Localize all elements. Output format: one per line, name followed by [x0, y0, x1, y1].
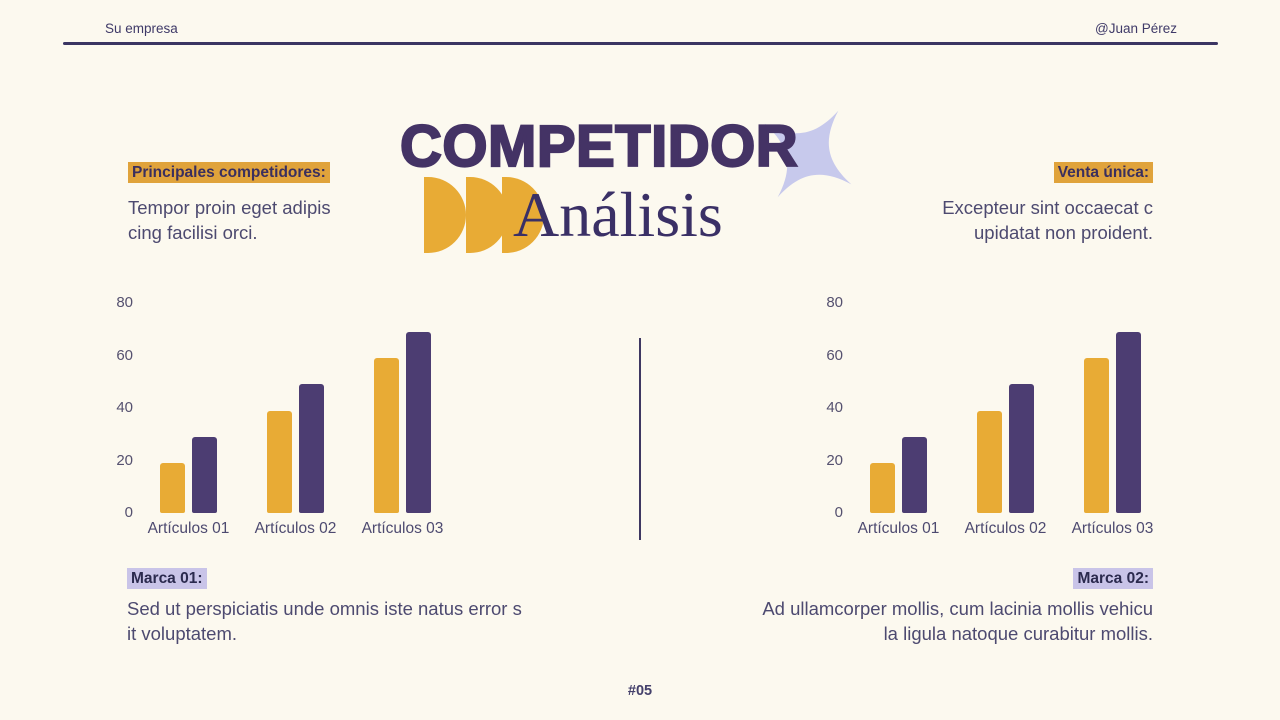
y-axis-tick: 20 — [826, 451, 843, 469]
y-axis-tick: 60 — [116, 346, 133, 364]
top-left-block: Principales competidores: Tempor proin e… — [128, 162, 458, 245]
vertical-divider — [639, 338, 641, 540]
bottom-right-label: Marca 02: — [1073, 568, 1153, 589]
header-rule — [63, 42, 1218, 45]
category-label: Artículos 02 — [964, 520, 1047, 537]
bar-serie-morada — [902, 436, 927, 513]
category-label: Artículos 01 — [857, 520, 940, 537]
top-left-label: Principales competidores: — [128, 162, 330, 183]
y-axis-tick: 40 — [116, 399, 133, 416]
x-axis-labels: Artículos 01 Artículos 02 Artículos 03 — [148, 520, 470, 540]
bar-serie-amarilla — [977, 410, 1002, 513]
company-name: Su empresa — [105, 21, 178, 36]
bar-chart-right: 0 20 40 60 80 Artículos 01 Artículos 02 Artícu… — [805, 292, 1180, 552]
bar-serie-morada — [1009, 384, 1034, 513]
y-axis-tick: 0 — [124, 504, 133, 521]
category-label: Artículos 03 — [361, 520, 444, 537]
plot-area — [870, 303, 1141, 513]
bar-serie-morada — [299, 384, 324, 513]
bottom-left-label: Marca 01: — [127, 568, 207, 589]
bar-group — [267, 384, 324, 513]
top-left-text: Tempor proin eget adipis cing facilisi o… — [128, 197, 331, 243]
bar-group — [977, 384, 1034, 513]
top-right-text: Excepteur sint occaecat c upidatat non p… — [942, 197, 1153, 243]
y-axis-tick: 40 — [826, 399, 843, 416]
bar-group — [160, 436, 217, 513]
top-right-label: Venta única: — [1053, 162, 1153, 183]
page-subtitle: Análisis — [513, 179, 723, 250]
page-title: COMPETIDOR — [399, 113, 799, 180]
bar-group — [1084, 331, 1141, 513]
bottom-right-text: Ad ullamcorper mollis, cum lacinia molli… — [762, 598, 1153, 644]
half-circle-decoration — [502, 177, 544, 253]
y-axis-tick: 60 — [826, 346, 843, 364]
bar-serie-morada — [192, 436, 217, 513]
plot-area — [160, 303, 431, 513]
bar-serie-amarilla — [374, 358, 399, 513]
bar-serie-morada — [1116, 331, 1141, 513]
bar-serie-amarilla — [160, 463, 185, 513]
bar-group — [870, 436, 927, 513]
bar-chart-left: 0 20 40 60 80 Artículos 01 Artículos 02 Artícu… — [95, 292, 470, 552]
author-handle: @Juan Pérez — [1095, 21, 1177, 36]
bottom-left-block: Marca 01: Sed ut perspiciatis unde omnis… — [127, 568, 567, 646]
bar-group — [374, 331, 431, 513]
half-circle-decoration — [466, 177, 508, 253]
y-axis-tick: 0 — [834, 504, 843, 521]
y-axis-tick: 80 — [826, 294, 843, 311]
category-label: Artículos 02 — [254, 520, 337, 537]
bottom-right-block: Marca 02: Ad ullamcorper mollis, cum lac… — [713, 568, 1153, 646]
bar-serie-morada — [406, 331, 431, 513]
bar-serie-amarilla — [870, 463, 895, 513]
y-axis-tick: 80 — [116, 294, 133, 311]
category-label: Artículos 01 — [147, 520, 230, 537]
bar-serie-amarilla — [1084, 358, 1109, 513]
category-label: Artículos 03 — [1071, 520, 1154, 537]
page-number: #05 — [627, 683, 653, 699]
x-axis-labels: Artículos 01 Artículos 02 Artículos 03 — [858, 520, 1180, 540]
bar-serie-amarilla — [267, 410, 292, 513]
top-right-block: Venta única: Excepteur sint occaecat c u… — [823, 162, 1153, 245]
bottom-left-text: Sed ut perspiciatis unde omnis iste natu… — [127, 598, 522, 644]
y-axis-tick: 20 — [116, 451, 133, 469]
